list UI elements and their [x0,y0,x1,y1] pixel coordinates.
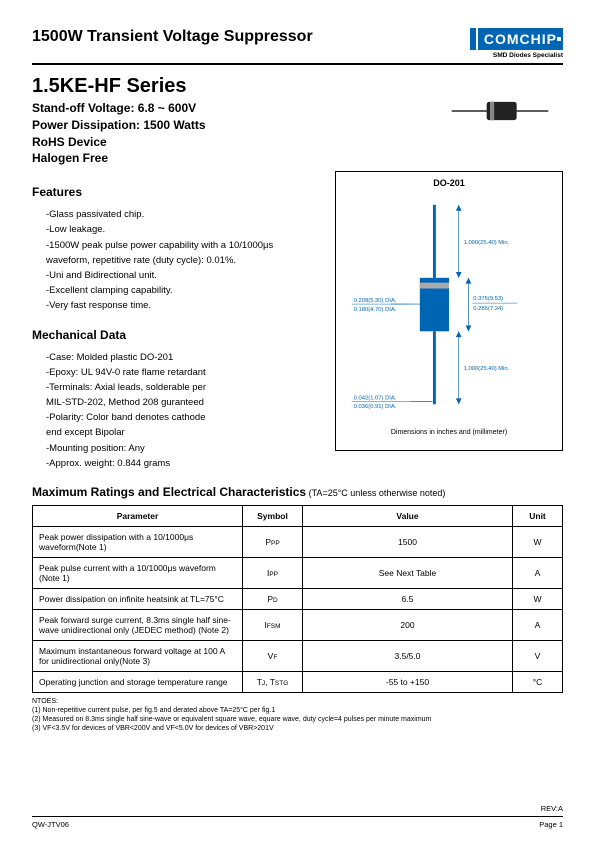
table-row: Maximum instantaneous forward voltage at… [33,641,563,672]
col-value: Value [303,506,513,527]
table-cell: IFSM [243,610,303,641]
note-item: (1) Non-repetitive current pulse, per fi… [32,706,563,715]
ratings-condition: (TA=25°C unless otherwise noted) [306,488,445,498]
table-cell: Peak forward surge current, 8.3ms single… [33,610,243,641]
table-cell: W [513,527,563,558]
table-row: Peak forward surge current, 8.3ms single… [33,610,563,641]
ratings-table: Parameter Symbol Value Unit Peak power d… [32,505,563,693]
series-line: Halogen Free [32,150,206,167]
mech-item: -Mounting position: Any [46,441,319,456]
table-cell: Power dissipation on infinite heatsink a… [33,589,243,610]
table-cell: Peak power dissipation with a 10/1000μs … [33,527,243,558]
title-block: 1.5KE-HF Series Stand-off Voltage: 6.8 ~… [32,75,563,167]
table-cell: A [513,558,563,589]
svg-text:1.000(25.40) Min.: 1.000(25.40) Min. [464,240,510,246]
page-footer: QW-JTV06 Page 1 [32,816,563,829]
table-cell: See Next Table [303,558,513,589]
table-cell: VF [243,641,303,672]
series-info: 1.5KE-HF Series Stand-off Voltage: 6.8 ~… [32,75,206,167]
svg-text:0.375(9.53): 0.375(9.53) [473,296,503,302]
table-cell: 1500 [303,527,513,558]
content-row: Features -Glass passivated chip. -Low le… [32,171,563,471]
feature-item: -1500W peak pulse power capability with … [46,238,319,253]
svg-text:0.180(4.70) DIA.: 0.180(4.70) DIA. [354,307,397,313]
table-cell: 6.5 [303,589,513,610]
component-icon [445,81,555,144]
logo-block: COMCHIP SMD Diodes Specialist [478,28,563,59]
svg-text:0.285(7.24): 0.285(7.24) [473,306,503,312]
revision: REV:A [541,804,563,813]
mech-item: -Epoxy: UL 94V-0 rate flame retardant [46,365,319,380]
svg-text:0.042(1.07) DIA.: 0.042(1.07) DIA. [354,396,397,402]
col-symbol: Symbol [243,506,303,527]
table-cell: Operating junction and storage temperatu… [33,672,243,693]
table-row: Power dissipation on infinite heatsink a… [33,589,563,610]
notes-head: NTOES: [32,697,563,706]
mech-item: end except Bipolar [46,425,319,440]
package-diagram: 1.000(25.40) Min. 0.375(9.53) 0.285(7.24… [342,192,556,422]
series-line: Stand-off Voltage: 6.8 ~ 600V [32,100,206,117]
series-line: RoHS Device [32,134,206,151]
package-outline: DO-201 1.000(25.40) Min. 0.375(9.53) 0.2… [335,171,563,451]
col-unit: Unit [513,506,563,527]
footer-left: QW-JTV06 [32,820,69,829]
features-heading: Features [32,185,319,199]
brand-tagline: SMD Diodes Specialist [478,52,563,59]
ratings-heading: Maximum Ratings and Electrical Character… [32,485,563,499]
table-cell: TJ, TSTG [243,672,303,693]
table-cell: V [513,641,563,672]
feature-item: -Excellent clamping capability. [46,283,319,298]
mech-item: -Terminals: Axial leads, solderable per [46,380,319,395]
svg-text:0.209(5.30) DIA.: 0.209(5.30) DIA. [354,298,397,304]
table-header-row: Parameter Symbol Value Unit [33,506,563,527]
table-cell: 3.5/5.0 [303,641,513,672]
table-cell: Maximum instantaneous forward voltage at… [33,641,243,672]
table-cell: PD [243,589,303,610]
left-column: Features -Glass passivated chip. -Low le… [32,171,319,471]
header: 1500W Transient Voltage Suppressor COMCH… [32,28,563,65]
mech-item: -Approx. weight: 0.844 grams [46,456,319,471]
ratings-title-text: Maximum Ratings and Electrical Character… [32,485,306,499]
table-cell: A [513,610,563,641]
table-cell: IPP [243,558,303,589]
series-line: Power Dissipation: 1500 Watts [32,117,206,134]
mech-item: -Case: Molded plastic DO-201 [46,350,319,365]
note-item: (3) VF<3.5V for devices of VBR<200V and … [32,724,563,733]
doc-title: 1500W Transient Voltage Suppressor [32,28,313,46]
svg-text:0.036(0.91) DIA.: 0.036(0.91) DIA. [354,404,397,410]
features-list: -Glass passivated chip. -Low leakage. -1… [32,207,319,313]
feature-item: -Very fast response time. [46,298,319,313]
table-cell: Peak pulse current with a 10/1000μs wave… [33,558,243,589]
series-title: 1.5KE-HF Series [32,75,206,98]
mech-item: MIL-STD-202, Method 208 guranteed [46,395,319,410]
brand-logo: COMCHIP [478,28,563,50]
note-item: (2) Measured on 8.3ms single half sine-w… [32,715,563,724]
table-cell: -55 to +150 [303,672,513,693]
footer-right: Page 1 [539,820,563,829]
feature-item: waveform, repetitive rate (duty cycle): … [46,253,319,268]
package-footer: Dimensions in inches and (millimeter) [342,429,556,436]
table-cell: PPP [243,527,303,558]
feature-item: -Uni and Bidirectional unit. [46,268,319,283]
table-row: Operating junction and storage temperatu… [33,672,563,693]
mechanical-heading: Mechanical Data [32,328,319,342]
col-parameter: Parameter [33,506,243,527]
table-cell: 200 [303,610,513,641]
feature-item: -Glass passivated chip. [46,207,319,222]
svg-text:1.000(25.40) Min.: 1.000(25.40) Min. [464,366,510,372]
table-row: Peak power dissipation with a 10/1000μs … [33,527,563,558]
table-row: Peak pulse current with a 10/1000μs wave… [33,558,563,589]
package-title: DO-201 [342,178,556,188]
table-notes: NTOES: (1) Non-repetitive current pulse,… [32,697,563,733]
table-cell: W [513,589,563,610]
table-cell: °C [513,672,563,693]
mechanical-list: -Case: Molded plastic DO-201 -Epoxy: UL … [32,350,319,472]
feature-item: -Low leakage. [46,222,319,237]
mech-item: -Polarity: Color band denotes cathode [46,410,319,425]
